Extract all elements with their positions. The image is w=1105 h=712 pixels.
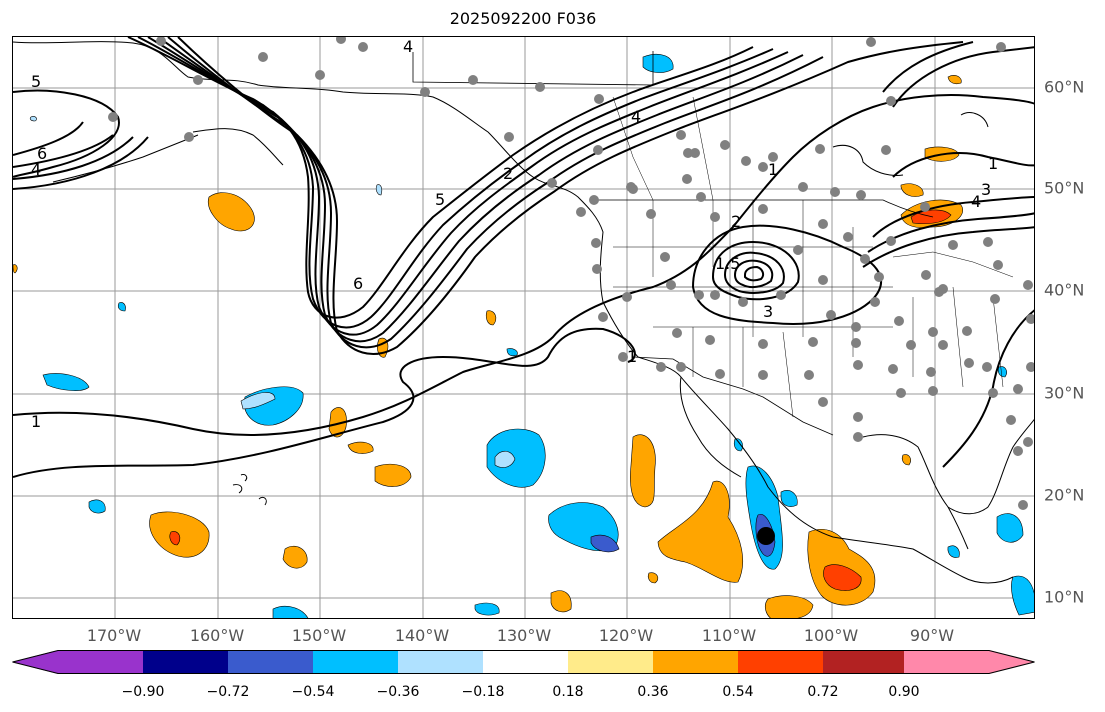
positive-anomaly-areas [13,75,963,618]
lon-label: 140°W [394,626,450,645]
colorbar-segment [568,650,653,674]
colorbar-segment [12,650,143,674]
contour-label: 1.5 [715,254,740,273]
contour-label: 4 [31,160,41,179]
map-panel[interactable]: 5 6 4 1 6 4 2 5 4 1 2 1.5 3 1 3 4 1 [12,36,1035,619]
contour-label: 2 [503,164,513,183]
target-location-marker [757,527,775,545]
lon-label: 160°W [189,626,245,645]
colorbar-tick-label: 0.54 [722,684,754,700]
colorbar-segment [313,650,398,674]
graticule [13,37,1034,618]
map-title: 2025092200 F036 [449,9,597,28]
contour-label: 5 [435,190,445,209]
lon-label: 130°W [496,626,552,645]
lat-label: 20°N [1044,485,1085,505]
map-canvas: 5 6 4 1 6 4 2 5 4 1 2 1.5 3 1 3 4 1 [13,37,1034,618]
contour-label: 1 [768,160,778,179]
colorbar-tick-label: −0.54 [291,684,335,700]
lon-label: 120°W [598,626,654,645]
colorbar-tick-label: −0.36 [376,684,420,700]
contour-label: 1 [627,347,637,366]
lon-label: 150°W [291,626,347,645]
contour-lines [13,37,1034,478]
colorbar [12,650,1035,674]
negative-anomaly-areas [29,54,1034,618]
lon-label: 110°W [701,626,757,645]
lat-label: 40°N [1044,280,1085,300]
lat-label: 30°N [1044,383,1085,403]
colorbar-segment [228,650,313,674]
colorbar-segment [738,650,823,674]
lat-label: 10°N [1044,587,1085,607]
coastlines [13,41,1034,584]
colorbar-segment [653,650,738,674]
contour-label-group: 5 6 4 1 6 4 2 5 4 1 2 1.5 3 1 3 4 1 [31,37,998,431]
contour-label: 5 [31,72,41,91]
colorbar-segment [143,650,228,674]
contour-label: 3 [981,180,991,199]
colorbar-tick-label: −0.18 [461,684,505,700]
colorbar-tick-label: 0.90 [888,684,920,700]
lon-label: 170°W [86,626,142,645]
colorbar-tick-label: 0.36 [637,684,669,700]
lat-label: 60°N [1044,77,1085,97]
contour-label: 6 [37,144,47,163]
station-markers [108,37,1034,510]
colorbar-segment [398,650,483,674]
lat-label: 50°N [1044,178,1085,198]
contour-label: 4 [631,107,641,126]
colorbar-segment [823,650,904,674]
colorbar-tick-label: 0.72 [807,684,839,700]
colorbar-tick-label: −0.72 [206,684,250,700]
contour-label: 3 [763,302,773,321]
colorbar-tick-label: −0.90 [121,684,165,700]
colorbar-tick-label: 0.18 [552,684,584,700]
contour-label: 4 [971,192,981,211]
contour-label: 2 [731,212,741,231]
colorbar-segment [483,650,568,674]
country-borders [412,51,934,436]
colorbar-segment [904,650,1034,674]
lon-label: 100°W [803,626,859,645]
contour-label: 4 [403,37,413,56]
state-borders [612,96,1014,418]
contour-label: 1 [31,412,41,431]
contour-label: 6 [353,274,363,293]
contour-label: 1 [988,154,998,173]
lon-label: 90°W [909,626,955,645]
